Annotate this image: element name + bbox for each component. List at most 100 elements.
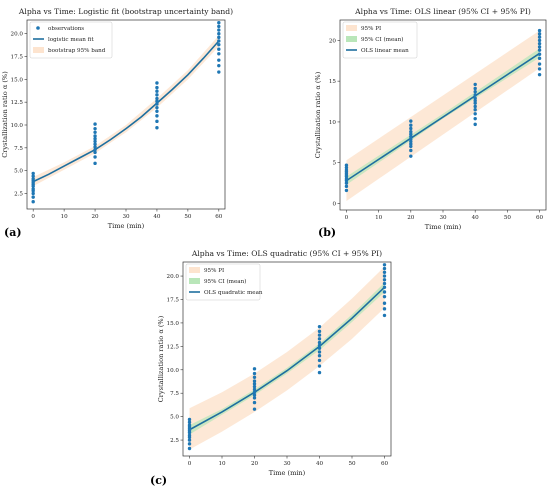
data-point — [93, 150, 97, 155]
data-point — [409, 126, 413, 131]
x-tick-label: 0 — [188, 461, 192, 467]
x-tick-label: 0 — [31, 214, 35, 220]
y-tick-label: 12.5 — [167, 344, 180, 350]
data-point — [344, 168, 349, 172]
data-point — [93, 137, 97, 141]
data-point — [473, 122, 477, 127]
legend-label: observations — [48, 26, 84, 32]
data-point — [31, 200, 35, 204]
legend-label: OLS quadratic mean — [204, 290, 263, 296]
data-point — [409, 132, 413, 136]
data-point — [537, 38, 542, 43]
legend: 95% PI 95% CI (mean) OLS quadratic mean — [185, 263, 263, 301]
x-tick-label: 10 — [218, 461, 226, 467]
data-point — [473, 101, 477, 105]
data-point — [473, 96, 477, 100]
fit-line — [345, 52, 541, 182]
data-point — [187, 433, 192, 438]
data-point — [382, 270, 387, 275]
data-point — [155, 114, 159, 118]
data-point — [217, 70, 221, 74]
data-point — [537, 56, 542, 61]
data-point — [93, 122, 97, 126]
x-axis-label: Time (min) — [269, 469, 306, 477]
data-point — [31, 177, 35, 181]
data-point — [217, 47, 221, 51]
data-point — [93, 147, 97, 152]
data-point — [344, 184, 349, 189]
data-point — [252, 390, 257, 394]
legend-box — [185, 263, 261, 301]
panel-1: Alpha vs Time: Logistic fit (bootstrap u… — [1, 7, 233, 239]
data-point — [317, 370, 322, 375]
panel-label: (b) — [318, 226, 336, 239]
data-point — [317, 343, 322, 348]
data-point — [93, 134, 97, 138]
y-tick-label: 0 — [332, 201, 336, 207]
data-point — [155, 81, 159, 85]
y-tick-label: 5 — [332, 161, 336, 167]
panel-label: (c) — [150, 474, 167, 487]
data-point — [317, 324, 322, 329]
data-point — [317, 350, 322, 354]
data-point — [317, 329, 322, 334]
data-point — [217, 58, 221, 62]
data-point — [187, 417, 192, 422]
data-point — [382, 307, 387, 311]
data-point — [155, 96, 159, 101]
data-point — [217, 21, 221, 25]
data-point — [382, 266, 387, 271]
x-tick-label: 40 — [472, 215, 480, 221]
data-point — [317, 364, 322, 368]
x-tick-label: 30 — [439, 215, 447, 221]
data-point — [473, 90, 477, 94]
data-point — [344, 177, 349, 181]
data-point — [252, 393, 257, 397]
data-point — [409, 119, 413, 123]
data-point — [382, 285, 387, 289]
data-point — [252, 375, 257, 379]
data-point — [252, 384, 257, 389]
legend-swatch — [189, 278, 200, 284]
data-point — [187, 442, 192, 446]
data-point — [93, 126, 97, 131]
x-axis-label: Time (min) — [108, 222, 145, 230]
data-point — [217, 28, 221, 32]
data-point — [217, 35, 221, 40]
data-point — [217, 42, 221, 47]
data-point — [93, 142, 97, 146]
x-tick-label: 0 — [345, 215, 349, 221]
data-point — [31, 187, 35, 191]
data-point — [93, 139, 97, 144]
x-tick-label: 50 — [348, 461, 356, 467]
y-tick-label: 17.5 — [11, 55, 24, 61]
legend-swatch — [346, 25, 357, 31]
data-point — [252, 400, 257, 405]
data-point — [317, 340, 322, 345]
data-point — [217, 52, 221, 56]
data-point — [93, 145, 97, 149]
panel-2: Alpha vs Time: OLS linear (95% CI + 95% … — [314, 7, 547, 239]
legend-label: OLS linear mean — [361, 48, 409, 54]
data-point — [409, 130, 413, 134]
panel-3: Alpha vs Time: OLS quadratic (95% CI + 9… — [150, 249, 392, 487]
data-point — [217, 63, 221, 68]
data-point — [155, 102, 159, 106]
fit-line — [32, 40, 220, 183]
chart-title: Alpha vs Time: OLS quadratic (95% CI + 9… — [191, 249, 382, 258]
legend-box — [342, 21, 418, 59]
legend: 95% PI 95% CI (mean) OLS linear mean — [342, 21, 418, 59]
x-tick-label: 60 — [536, 215, 544, 221]
data-point — [537, 72, 542, 77]
y-tick-label: 2.5 — [170, 438, 179, 444]
data-point — [537, 41, 542, 46]
data-point — [252, 407, 257, 411]
y-tick-label: 5.0 — [170, 415, 179, 421]
data-point — [93, 161, 97, 166]
data-point — [93, 130, 97, 134]
x-tick-label: 60 — [215, 214, 223, 220]
data-point — [473, 112, 477, 116]
panel-label: (a) — [4, 226, 22, 239]
chart-title: Alpha vs Time: Logistic fit (bootstrap u… — [18, 7, 233, 16]
